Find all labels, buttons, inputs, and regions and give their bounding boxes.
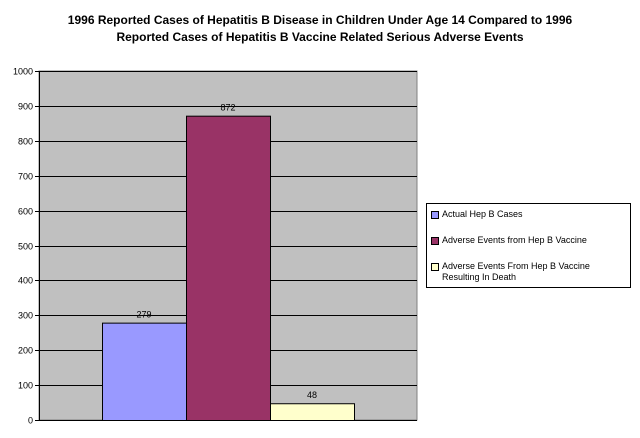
y-tick-label-0: 0 [28,416,33,426]
legend-swatch-actual-cases [431,211,439,219]
y-tick-label-100: 100 [18,381,33,391]
chart-title-line-1: 1996 Reported Cases of Hepatitis B Disea… [67,13,573,27]
y-tick-label-300: 300 [18,311,33,321]
y-tick-label-700: 700 [18,172,33,182]
chart-legend: Actual Hep B Cases Adverse Events from H… [426,203,631,288]
y-tick-label-800: 800 [18,137,33,147]
chart-title-line-2: Reported Cases of Hepatitis B Vaccine Re… [116,30,524,44]
y-tick-label-900: 900 [18,102,33,112]
legend-label-adverse-events: Adverse Events from Hep B Vaccine [442,235,587,245]
y-tick-label-500: 500 [18,242,33,252]
bar-3 [270,403,355,421]
legend-label-deaths: Adverse Events From Hep B Vaccine Result… [442,261,590,282]
data-label-1: 279 [136,310,151,320]
bar-2 [186,115,271,421]
legend-swatch-adverse-events [431,237,439,245]
y-tick-label-600: 600 [18,207,33,217]
data-label-3: 48 [307,390,317,400]
legend-label-actual-cases: Actual Hep B Cases [442,209,523,219]
y-tick-label-400: 400 [18,276,33,286]
y-tick-label-200: 200 [18,346,33,356]
legend-swatch-deaths [431,263,439,271]
bar-1 [102,322,187,421]
y-tick-label-1000: 1000 [13,67,33,77]
data-label-2: 872 [220,103,235,113]
